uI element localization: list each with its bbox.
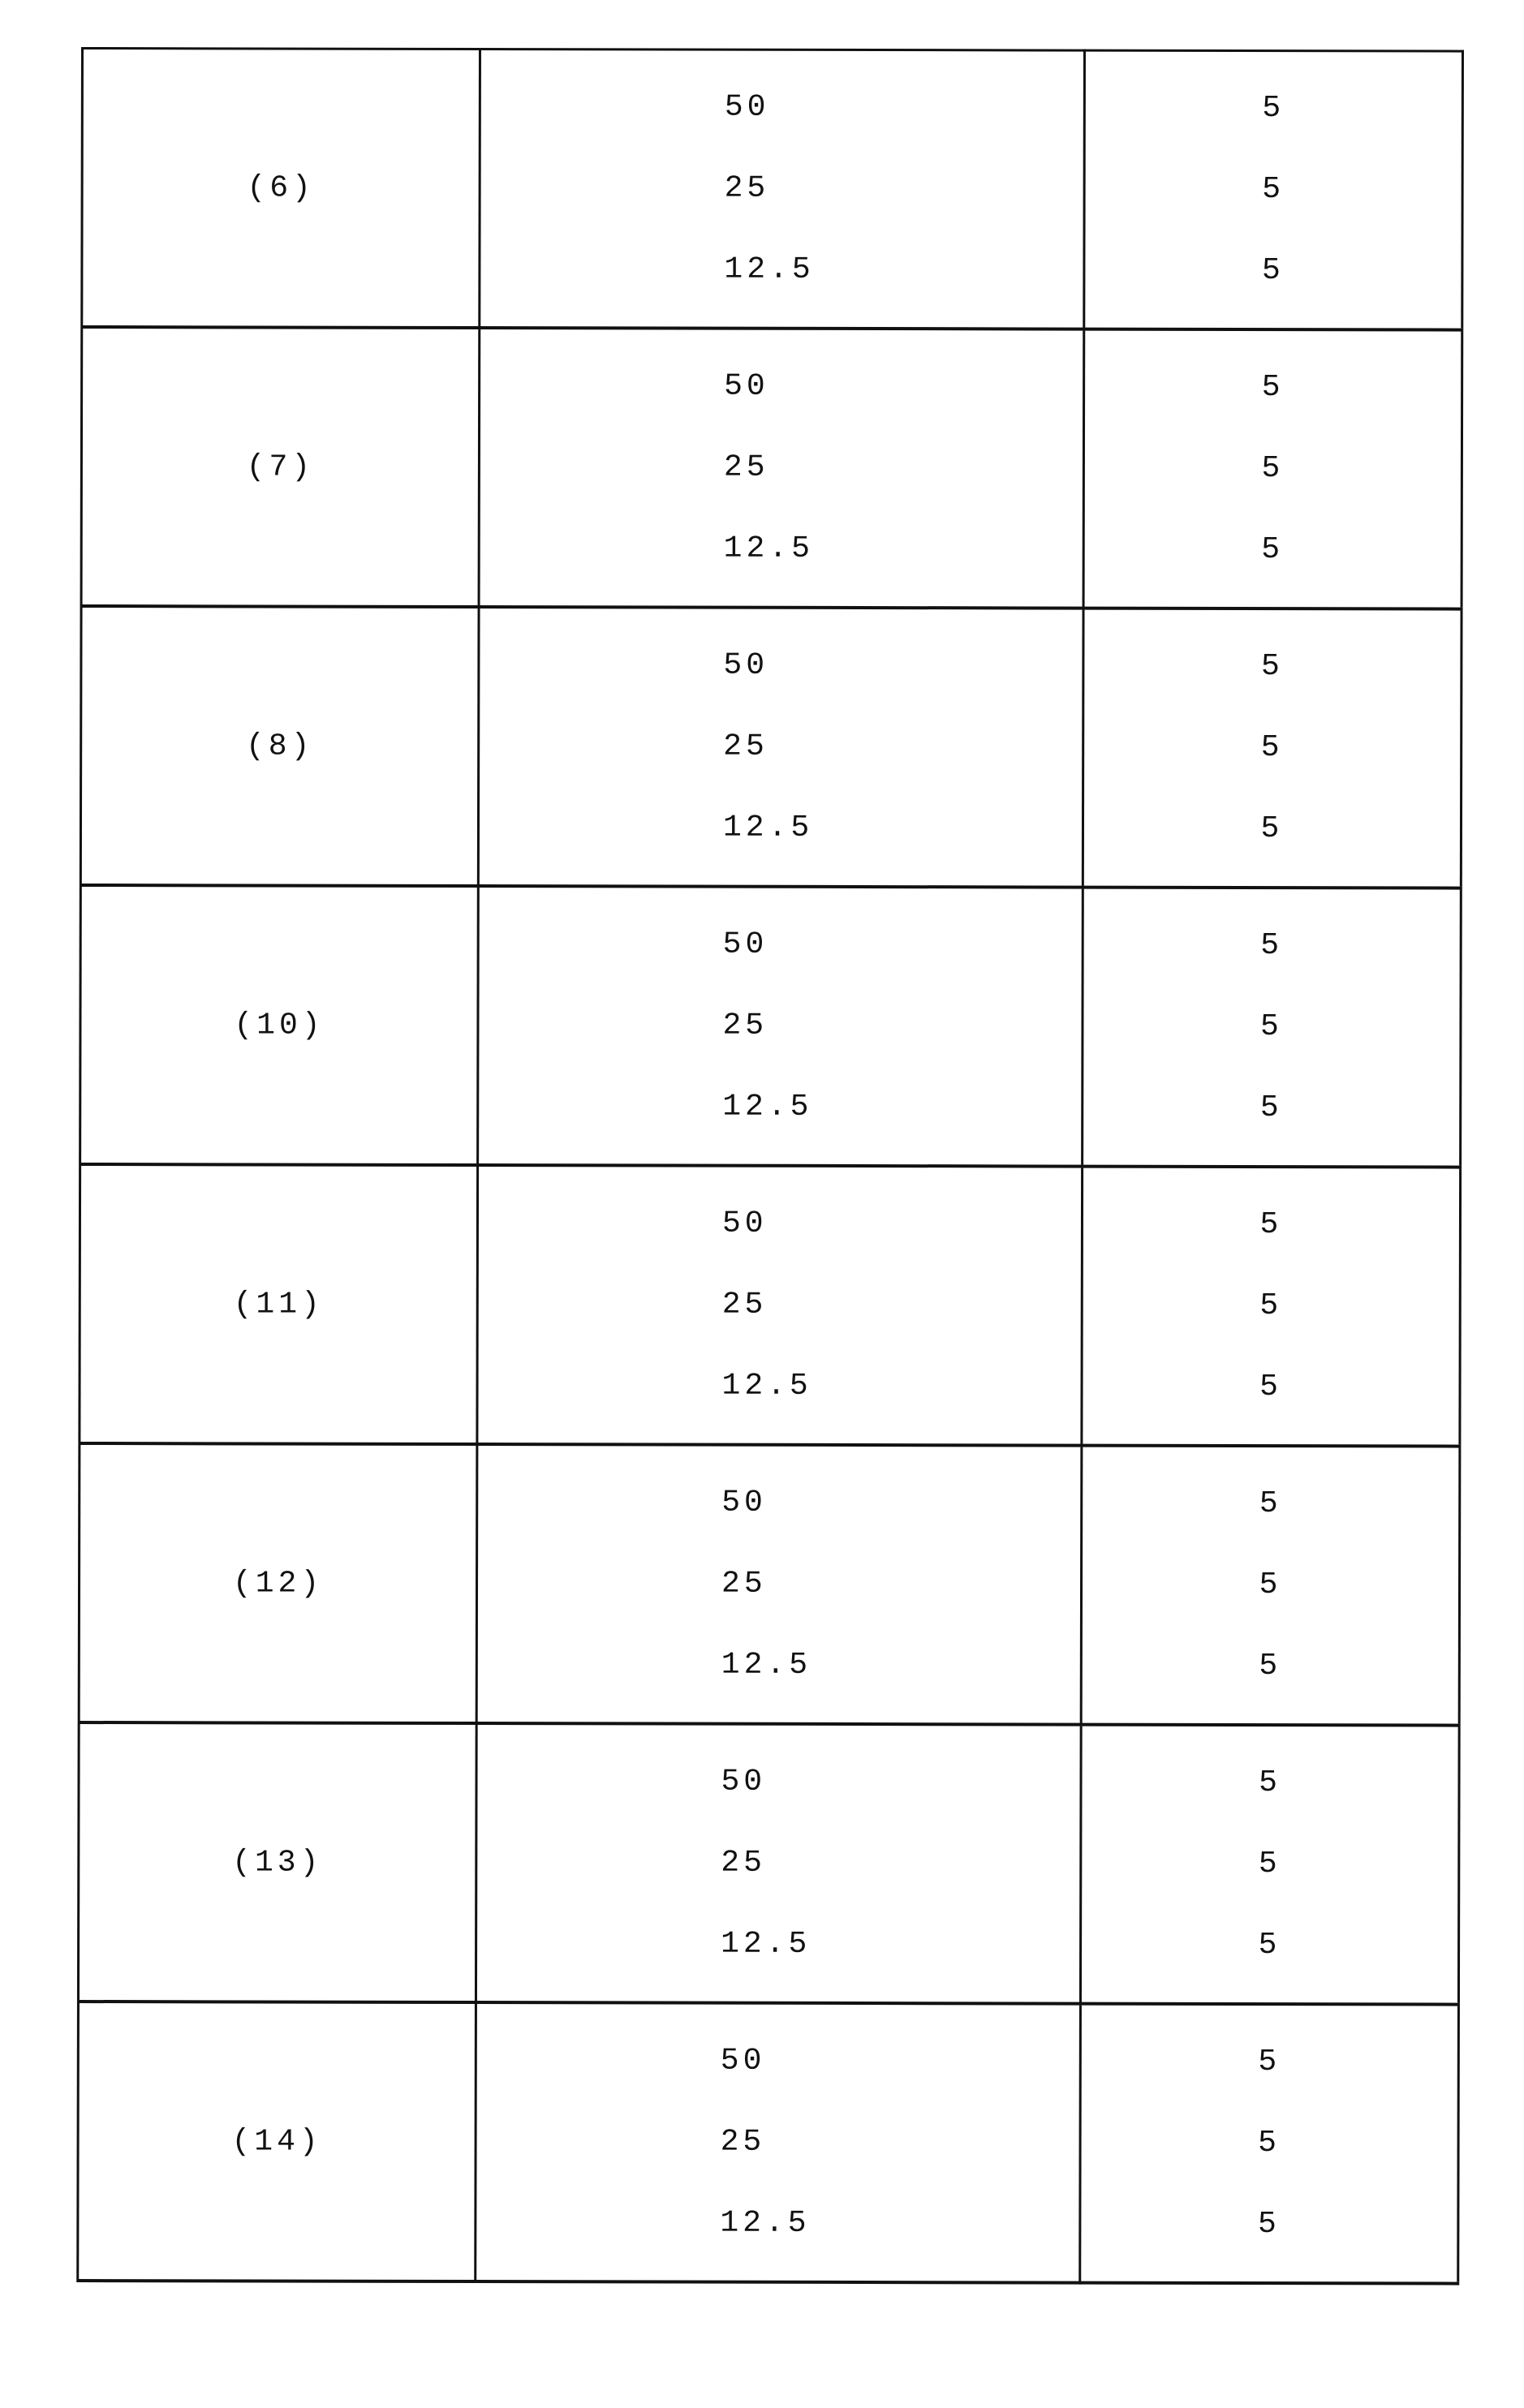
concentration-value: 25: [722, 986, 1081, 1068]
concentration-value: 12.5: [722, 1067, 1081, 1149]
data-table: (6)502512.5555(7)502512.5555(8)502512.55…: [76, 47, 1464, 2285]
concentration-cell: 502512.5: [476, 1723, 1081, 2004]
concentration-value: 50: [725, 67, 1083, 149]
result-value: 5: [1085, 510, 1461, 591]
table-row: (14)502512.5555: [78, 2002, 1459, 2284]
table-row: (8)502512.5555: [80, 606, 1462, 888]
concentration-value: 50: [721, 1742, 1079, 1824]
result-value: 5: [1083, 1266, 1459, 1348]
table-row: (6)502512.5555: [82, 49, 1463, 330]
concentration-cell: 502512.5: [477, 1165, 1083, 1446]
result-value: 5: [1084, 789, 1460, 871]
concentration-value: 50: [721, 2021, 1079, 2103]
compound-id-cell: (11): [80, 1164, 478, 1444]
result-value: 5: [1083, 1068, 1459, 1150]
compound-id-cell: (10): [80, 885, 479, 1165]
result-value: 5: [1085, 230, 1461, 312]
concentration-value: 50: [723, 905, 1082, 987]
result-value: 5: [1082, 1824, 1457, 1906]
concentration-value: 25: [724, 428, 1083, 510]
compound-id-cell: (7): [81, 327, 480, 607]
result-value: 5: [1083, 1626, 1458, 1708]
result-value: 5: [1083, 1545, 1458, 1627]
result-cell: 555: [1082, 1167, 1461, 1447]
concentration-value: 50: [723, 626, 1082, 707]
compound-id-cell: (6): [82, 49, 480, 329]
result-value: 5: [1084, 707, 1460, 789]
compound-id-cell: (12): [79, 1443, 477, 1723]
table-row: (12)502512.5555: [79, 1443, 1460, 1726]
result-value: 5: [1083, 1185, 1459, 1266]
concentration-value: 12.5: [721, 1625, 1080, 1707]
table-row: (10)502512.5555: [80, 885, 1462, 1167]
concentration-value: 50: [724, 346, 1083, 428]
concentration-cell: 502512.5: [476, 1444, 1082, 1725]
result-value: 5: [1085, 428, 1461, 510]
concentration-value: 12.5: [721, 1904, 1079, 1986]
result-cell: 555: [1084, 50, 1463, 329]
concentration-value: 50: [722, 1184, 1081, 1266]
table-body: (6)502512.5555(7)502512.5555(8)502512.55…: [78, 49, 1463, 2284]
concentration-value: 50: [721, 1463, 1080, 1545]
result-value: 5: [1086, 68, 1462, 150]
concentration-value: 25: [721, 1544, 1080, 1626]
result-value: 5: [1083, 1464, 1458, 1546]
concentration-value: 12.5: [723, 788, 1082, 870]
concentration-cell: 502512.5: [476, 2002, 1081, 2283]
concentration-value: 12.5: [721, 1346, 1080, 1428]
result-value: 5: [1082, 2022, 1457, 2104]
result-value: 5: [1084, 905, 1460, 987]
compound-id-cell: (8): [80, 606, 479, 886]
concentration-value: 25: [723, 707, 1082, 789]
result-value: 5: [1083, 1347, 1458, 1429]
concentration-value: 12.5: [724, 230, 1083, 312]
concentration-cell: 502512.5: [480, 49, 1085, 329]
concentration-value: 25: [720, 2102, 1078, 2184]
compound-id-cell: (13): [78, 1722, 476, 2002]
concentration-value: 25: [722, 1265, 1081, 1347]
concentration-value: 25: [725, 148, 1083, 230]
result-cell: 555: [1080, 1725, 1459, 2005]
result-value: 5: [1086, 149, 1462, 231]
table-row: (13)502512.5555: [78, 1722, 1459, 2005]
table-row: (7)502512.5555: [81, 327, 1462, 609]
result-value: 5: [1084, 626, 1460, 708]
result-cell: 555: [1083, 888, 1462, 1167]
concentration-cell: 502512.5: [478, 886, 1083, 1167]
concentration-value: 12.5: [720, 2183, 1078, 2265]
concentration-value: 12.5: [724, 509, 1083, 591]
table-row: (11)502512.5555: [80, 1164, 1461, 1447]
result-cell: 555: [1083, 329, 1462, 609]
result-value: 5: [1083, 987, 1459, 1069]
result-value: 5: [1085, 347, 1461, 429]
result-cell: 555: [1083, 608, 1462, 888]
result-cell: 555: [1081, 1446, 1460, 1726]
result-value: 5: [1081, 2184, 1457, 2266]
result-value: 5: [1082, 1905, 1457, 1987]
result-value: 5: [1082, 1743, 1457, 1825]
result-value: 5: [1081, 2103, 1457, 2185]
concentration-cell: 502512.5: [478, 607, 1083, 888]
concentration-value: 25: [721, 1823, 1079, 1905]
concentration-cell: 502512.5: [479, 328, 1084, 608]
compound-id-cell: (14): [78, 2002, 476, 2281]
result-cell: 555: [1080, 2004, 1459, 2284]
